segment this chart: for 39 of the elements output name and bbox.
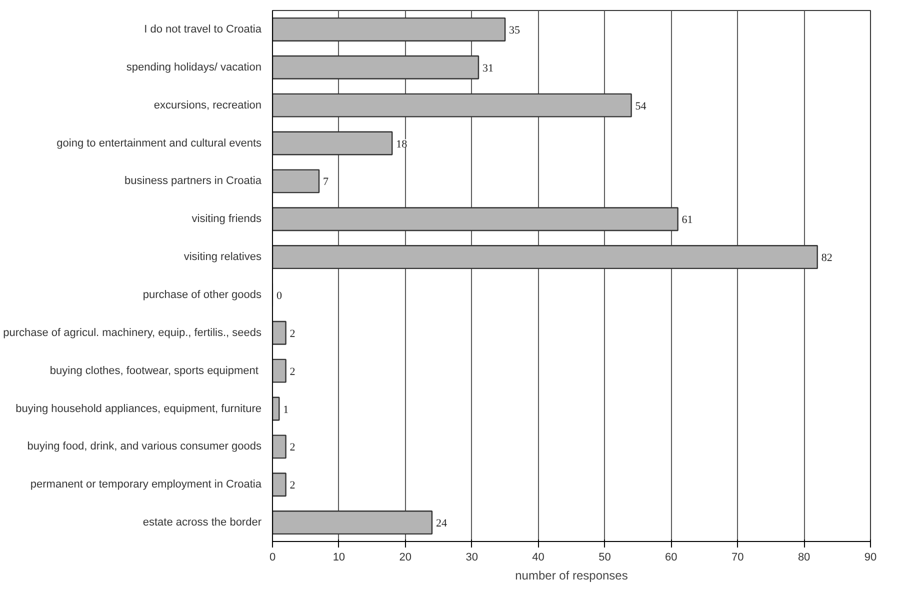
data-label: 61 bbox=[682, 214, 693, 226]
data-label: 82 bbox=[821, 252, 832, 264]
data-label: 2 bbox=[290, 442, 296, 454]
data-label: 2 bbox=[290, 328, 296, 340]
data-label: 24 bbox=[436, 518, 448, 530]
y-tick-label: excursions, recreation bbox=[154, 99, 262, 112]
data-label: 0 bbox=[276, 290, 282, 302]
y-tick-label: estate across the border bbox=[142, 516, 262, 529]
x-tick-label: 90 bbox=[864, 552, 877, 564]
data-label: 2 bbox=[290, 366, 296, 378]
y-tick-label: I do not travel to Croatia bbox=[144, 23, 262, 36]
y-tick-label: business partners in Croatia bbox=[124, 175, 262, 188]
y-tick-label: going to entertainment and cultural events bbox=[56, 137, 262, 150]
y-tick-label: visiting relatives bbox=[184, 251, 262, 264]
y-tick-label: spending holidays/ vacation bbox=[126, 61, 262, 74]
y-tick-label: visiting friends bbox=[192, 213, 262, 226]
y-tick-label: buying household appliances, equipment, furniture bbox=[16, 402, 262, 415]
y-tick-label: purchase of other goods bbox=[142, 288, 262, 301]
x-tick-label: 60 bbox=[665, 552, 678, 564]
x-tick-label: 70 bbox=[731, 552, 744, 564]
data-label: 18 bbox=[396, 138, 408, 150]
y-tick-label: permanent or temporary employment in Croatia bbox=[30, 478, 262, 491]
data-label: 2 bbox=[290, 480, 296, 492]
y-tick-label: buying clothes, footwear, sports equipment bbox=[50, 364, 258, 377]
data-label: 54 bbox=[635, 100, 647, 112]
x-tick-label: 0 bbox=[269, 552, 276, 564]
data-label: 7 bbox=[323, 176, 329, 188]
data-label: 31 bbox=[482, 62, 494, 74]
data-label: 1 bbox=[283, 404, 289, 416]
x-tick-label: 40 bbox=[532, 552, 544, 564]
x-axis-title: number of responses bbox=[515, 568, 628, 582]
y-tick-label: buying food, drink, and various consumer goods bbox=[27, 440, 262, 453]
x-tick-label: 10 bbox=[332, 552, 346, 564]
x-tick-label: 30 bbox=[466, 552, 478, 564]
x-tick-label: 20 bbox=[399, 552, 412, 564]
y-tick-label: purchase of agricul. machinery, equip., fertilis., seeds bbox=[3, 326, 262, 339]
x-tick-label: 50 bbox=[598, 552, 611, 564]
data-label: 35 bbox=[509, 24, 521, 36]
x-tick-label: 80 bbox=[798, 552, 810, 564]
